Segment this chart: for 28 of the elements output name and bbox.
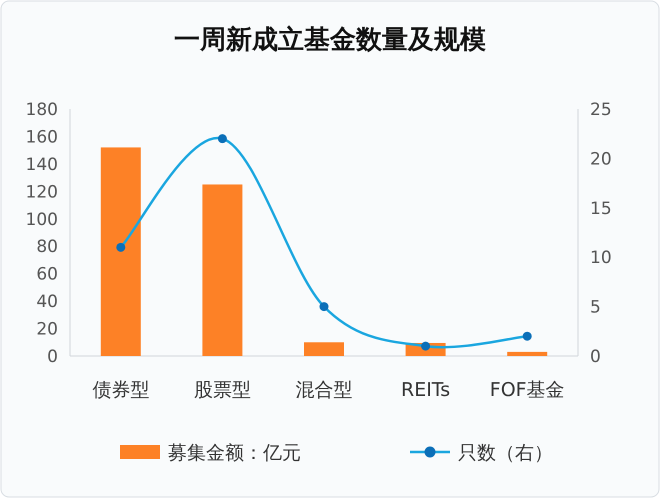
y-tick-label: 40 [36, 292, 58, 312]
bar [507, 352, 548, 356]
y2-tick-label: 10 [590, 248, 612, 268]
y-tick-label: 160 [26, 127, 58, 148]
y2-tick-label: 20 [590, 149, 612, 170]
y-tick-label: 100 [26, 210, 58, 230]
legend-label: 只数（右） [458, 442, 553, 464]
y-tick-label: 0 [47, 347, 58, 367]
y-tick-label: 180 [26, 100, 58, 120]
chart-title: 一周新成立基金数量及规模 [174, 25, 486, 55]
x-tick-label: 混合型 [296, 379, 352, 401]
bar [202, 184, 242, 356]
x-tick-label: 股票型 [194, 379, 251, 401]
bar [304, 342, 344, 356]
x-tick-label: 债券型 [92, 379, 150, 401]
y2-tick-label: 25 [590, 100, 612, 120]
x-tick-label: FOF基金 [490, 379, 565, 401]
y-tick-label: 60 [36, 264, 58, 285]
y2-tick-label: 15 [590, 198, 612, 219]
y-tick-label: 80 [36, 237, 58, 258]
bar [100, 147, 141, 356]
y2-tick-label: 5 [590, 298, 601, 318]
y-tick-label: 20 [36, 320, 58, 340]
legend-label: 募集金额：亿元 [168, 442, 301, 464]
y-tick-label: 140 [26, 154, 58, 175]
y-tick-label: 120 [26, 182, 58, 202]
x-tick-label: REITs [401, 379, 450, 401]
y2-tick-label: 0 [590, 347, 601, 367]
